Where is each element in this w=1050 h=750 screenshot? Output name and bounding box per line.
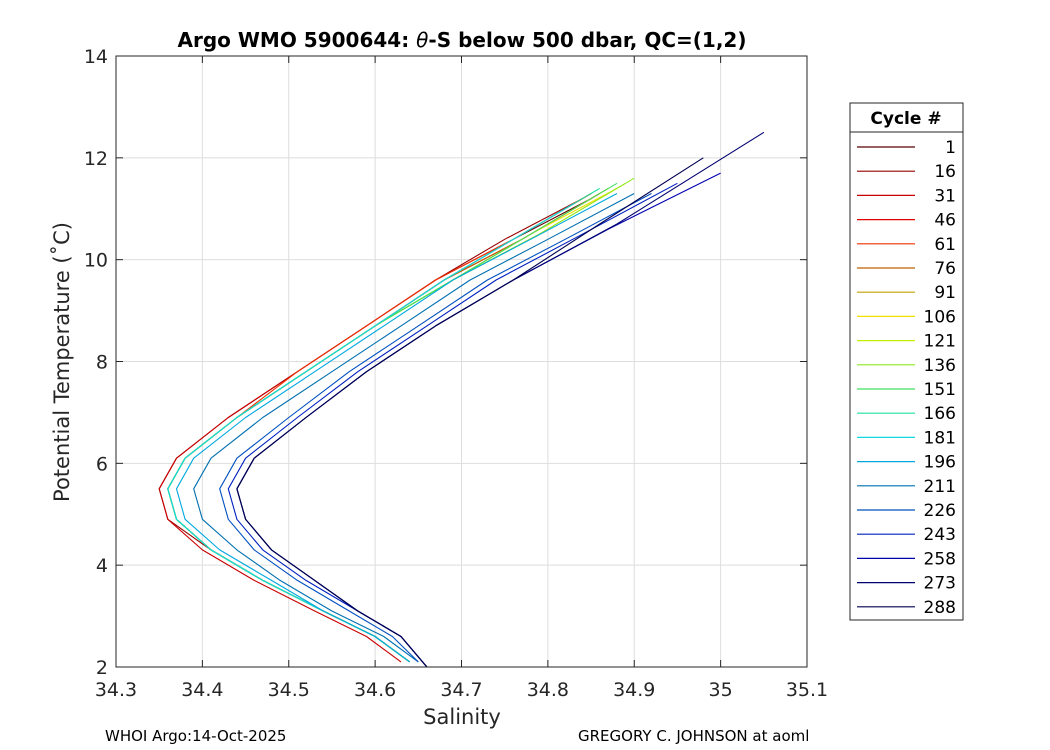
series-lines [158,131,765,668]
y-tick-label: 10 [84,250,108,272]
legend-entry-label: 1 [945,138,956,158]
legend-entry-label: 76 [934,259,956,279]
legend-entry-label: 121 [924,332,956,352]
legend-entry-label: 106 [924,307,956,327]
legend-entry-label: 273 [924,574,956,594]
legend-entry-label: 61 [934,235,956,255]
series-line-cycle-196 [175,193,618,663]
series-line-cycle-288 [236,157,704,668]
x-tick-label: 34.3 [95,679,137,701]
legend-title: Cycle # [870,109,941,129]
y-tick-label: 12 [84,148,108,170]
series-line-cycle-243 [227,182,678,668]
footer-right: GREGORY C. JOHNSON at aoml [578,727,809,745]
legend-entry-label: 288 [924,598,956,618]
legend-entries: 1 16 31 46 61 76 91 106 121 136 151 166 181 196 211 226… [857,138,956,618]
legend: Cycle # 11631466176911061211361511661811… [849,102,964,621]
legend-entry-label: 243 [924,525,956,545]
footer-left: WHOI Argo:14-Oct-2025 [105,727,286,745]
series-line-cycle-181 [167,203,575,663]
tick-marks [115,55,808,668]
series-line-cycle-211 [193,193,635,663]
legend-entry-label: 31 [934,186,956,206]
y-tick-label: 2 [96,657,108,679]
chart-title: Argo WMO 5900644: θ-S below 500 dbar, QC… [178,28,747,52]
legend-entry-label: 16 [934,162,956,182]
chart-title-suffix: -S below 500 dbar, QC=(1,2) [428,28,746,52]
x-tick-label: 34.5 [268,679,310,701]
legend-entry-label: 196 [924,453,956,473]
y-tick-label: 4 [96,555,108,577]
legend-entry-label: 258 [924,549,956,569]
x-tick-label: 34.4 [181,679,223,701]
x-tick-label: 34.8 [527,679,569,701]
y-tick-labels: 2 4 6 8 10 12 14 [84,46,108,679]
legend-entry-label: 46 [934,211,956,231]
x-tick-labels: 34.3 34.4 34.5 34.6 34.7 34.8 34.9 35 35.1 [95,679,828,701]
x-tick-label: 34.7 [440,679,482,701]
y-tick-label: 6 [96,453,108,475]
x-tick-label: 35 [709,679,733,701]
legend-entry-label: 91 [934,283,956,303]
x-tick-label: 35.1 [786,679,828,701]
x-tick-label: 34.6 [354,679,396,701]
series-line-cycle-226 [219,193,652,663]
x-tick-label: 34.9 [613,679,655,701]
legend-entry-label: 181 [924,428,956,448]
legend-entry-label: 211 [924,477,956,497]
x-axis-label: Salinity [423,705,501,729]
legend-entry-label: 136 [924,356,956,376]
chart-title-prefix: Argo WMO 5900644: [178,28,417,52]
legend-entry-label: 151 [924,380,956,400]
y-axis-label: Potential Temperature (˚C) [50,222,74,502]
legend-entry-label: 166 [924,404,956,424]
y-tick-label: 8 [96,352,108,374]
chart-title-symbol: θ [416,28,428,52]
legend-entry-label: 226 [924,501,956,521]
y-tick-label: 14 [84,46,108,68]
